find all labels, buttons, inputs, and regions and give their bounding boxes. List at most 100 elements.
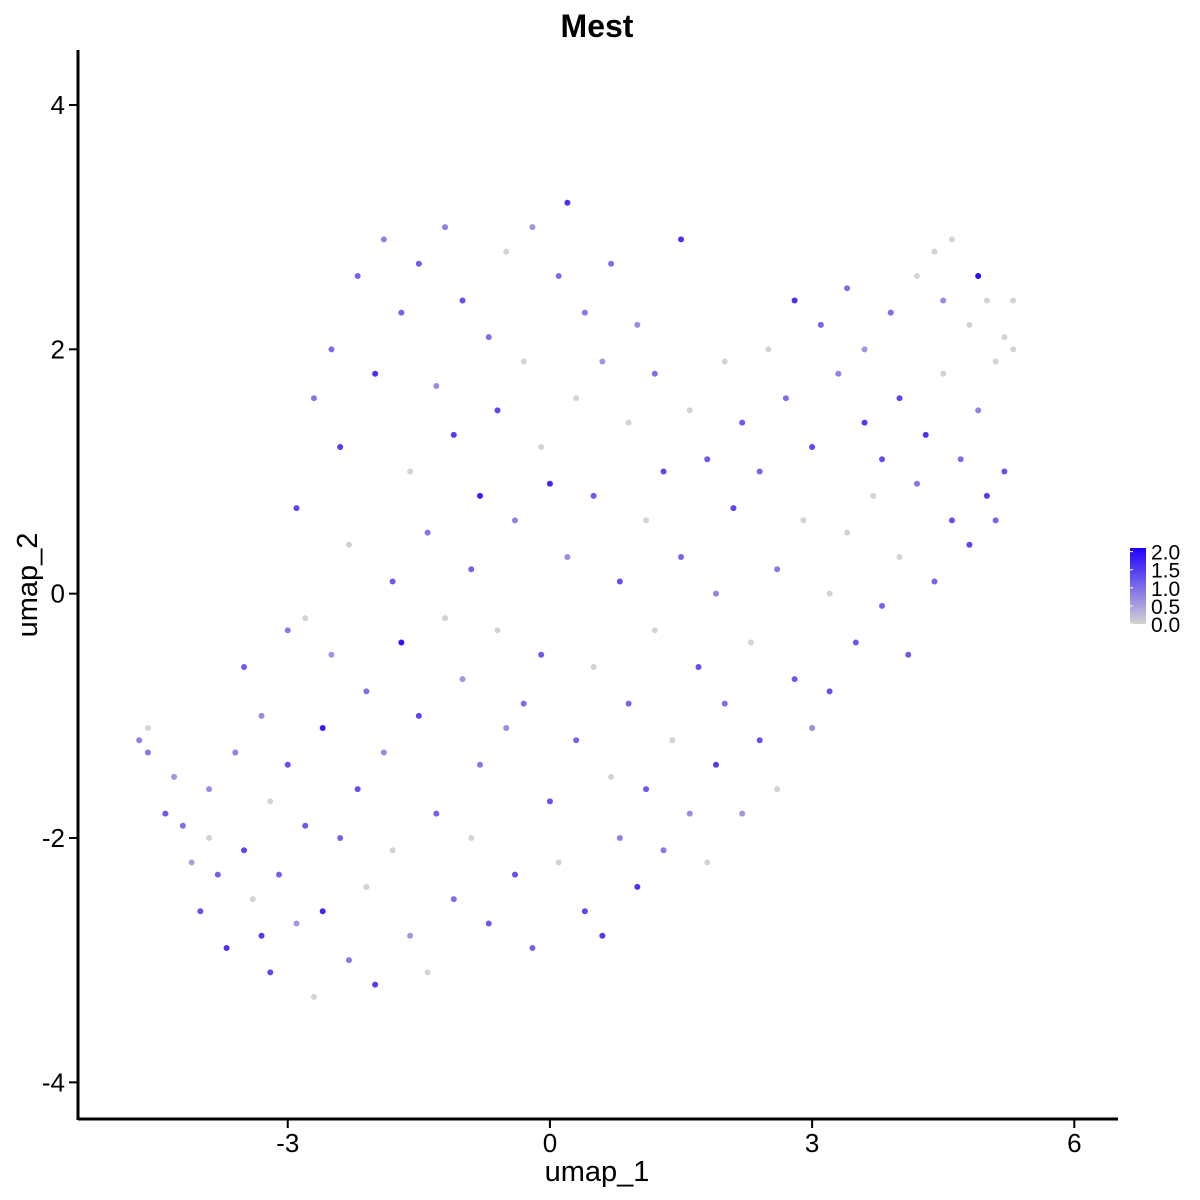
data-point <box>948 517 955 524</box>
data-point <box>241 847 248 854</box>
data-point <box>931 578 938 585</box>
data-point <box>573 737 580 744</box>
data-point <box>450 896 457 903</box>
data-point <box>144 725 151 732</box>
data-point <box>389 847 396 854</box>
data-point <box>363 688 370 695</box>
data-point <box>345 957 352 964</box>
data-point <box>310 993 317 1000</box>
x-axis-label: umap_1 <box>545 1156 650 1188</box>
data-point <box>678 236 685 243</box>
data-point <box>992 517 999 524</box>
data-point <box>415 712 422 719</box>
data-point <box>581 908 588 915</box>
data-point <box>608 260 615 267</box>
data-point <box>844 285 851 292</box>
data-point <box>468 835 475 842</box>
data-point <box>520 700 527 707</box>
data-point <box>896 395 903 402</box>
data-point <box>450 431 457 438</box>
data-point <box>756 737 763 744</box>
data-point <box>302 615 309 622</box>
data-point <box>328 651 335 658</box>
data-point <box>398 639 405 646</box>
data-point <box>179 822 186 829</box>
color-legend-label: 1.0 <box>1151 578 1180 601</box>
data-point <box>643 786 650 793</box>
data-point <box>407 932 414 939</box>
data-point <box>905 651 912 658</box>
data-point <box>337 444 344 451</box>
data-point <box>354 273 361 280</box>
data-point <box>599 932 606 939</box>
data-point <box>590 492 597 499</box>
data-point <box>1001 468 1008 475</box>
data-point <box>485 920 492 927</box>
data-point <box>319 725 326 732</box>
data-point <box>267 798 274 805</box>
data-point <box>704 456 711 463</box>
data-point <box>913 480 920 487</box>
data-point <box>774 566 781 573</box>
data-point <box>538 444 545 451</box>
color-legend: 0.00.51.01.52.0 <box>1130 542 1180 637</box>
data-point <box>870 492 877 499</box>
data-point <box>791 676 798 683</box>
data-point <box>293 505 300 512</box>
data-point <box>712 761 719 768</box>
data-point <box>267 969 274 976</box>
data-point <box>310 395 317 402</box>
data-point <box>599 358 606 365</box>
data-point <box>407 468 414 475</box>
data-point <box>136 737 143 744</box>
data-point <box>625 419 632 426</box>
data-point <box>992 358 999 365</box>
y-tick-label: 0 <box>51 579 65 609</box>
data-point <box>564 199 571 206</box>
data-point <box>503 725 510 732</box>
data-point <box>503 248 510 255</box>
color-legend-label: 1.5 <box>1151 560 1180 583</box>
data-point <box>485 334 492 341</box>
data-point <box>555 859 562 866</box>
data-point <box>206 786 213 793</box>
data-point <box>511 517 518 524</box>
data-point <box>520 358 527 365</box>
data-point <box>826 688 833 695</box>
data-point <box>302 822 309 829</box>
data-point <box>739 419 746 426</box>
color-legend-label: 0.0 <box>1151 614 1180 637</box>
data-point <box>634 321 641 328</box>
x-tick-label: 6 <box>1067 1128 1081 1158</box>
data-point <box>940 297 947 304</box>
data-point <box>144 749 151 756</box>
data-point <box>284 761 291 768</box>
color-legend-label: 0.5 <box>1151 596 1180 619</box>
data-point <box>651 627 658 634</box>
data-point <box>468 566 475 573</box>
data-point <box>887 309 894 316</box>
data-point <box>162 810 169 817</box>
data-point <box>809 725 816 732</box>
x-axis-ticks: -3 0 3 6 <box>276 1119 1082 1158</box>
x-tick-label: 3 <box>805 1128 819 1158</box>
data-point <box>966 541 973 548</box>
data-point <box>879 602 886 609</box>
y-tick-label: -4 <box>42 1067 65 1097</box>
data-point <box>861 419 868 426</box>
data-point <box>433 810 440 817</box>
data-point <box>424 529 431 536</box>
data-point <box>494 407 501 414</box>
data-point <box>529 944 536 951</box>
data-point <box>380 749 387 756</box>
y-axis-label: umap_2 <box>12 533 44 638</box>
data-point <box>459 297 466 304</box>
data-point <box>206 835 213 842</box>
x-tick-label: 0 <box>543 1128 557 1158</box>
data-point <box>913 273 920 280</box>
data-point <box>879 456 886 463</box>
data-point <box>573 395 580 402</box>
data-point <box>695 663 702 670</box>
data-point <box>651 370 658 377</box>
data-point <box>546 798 553 805</box>
